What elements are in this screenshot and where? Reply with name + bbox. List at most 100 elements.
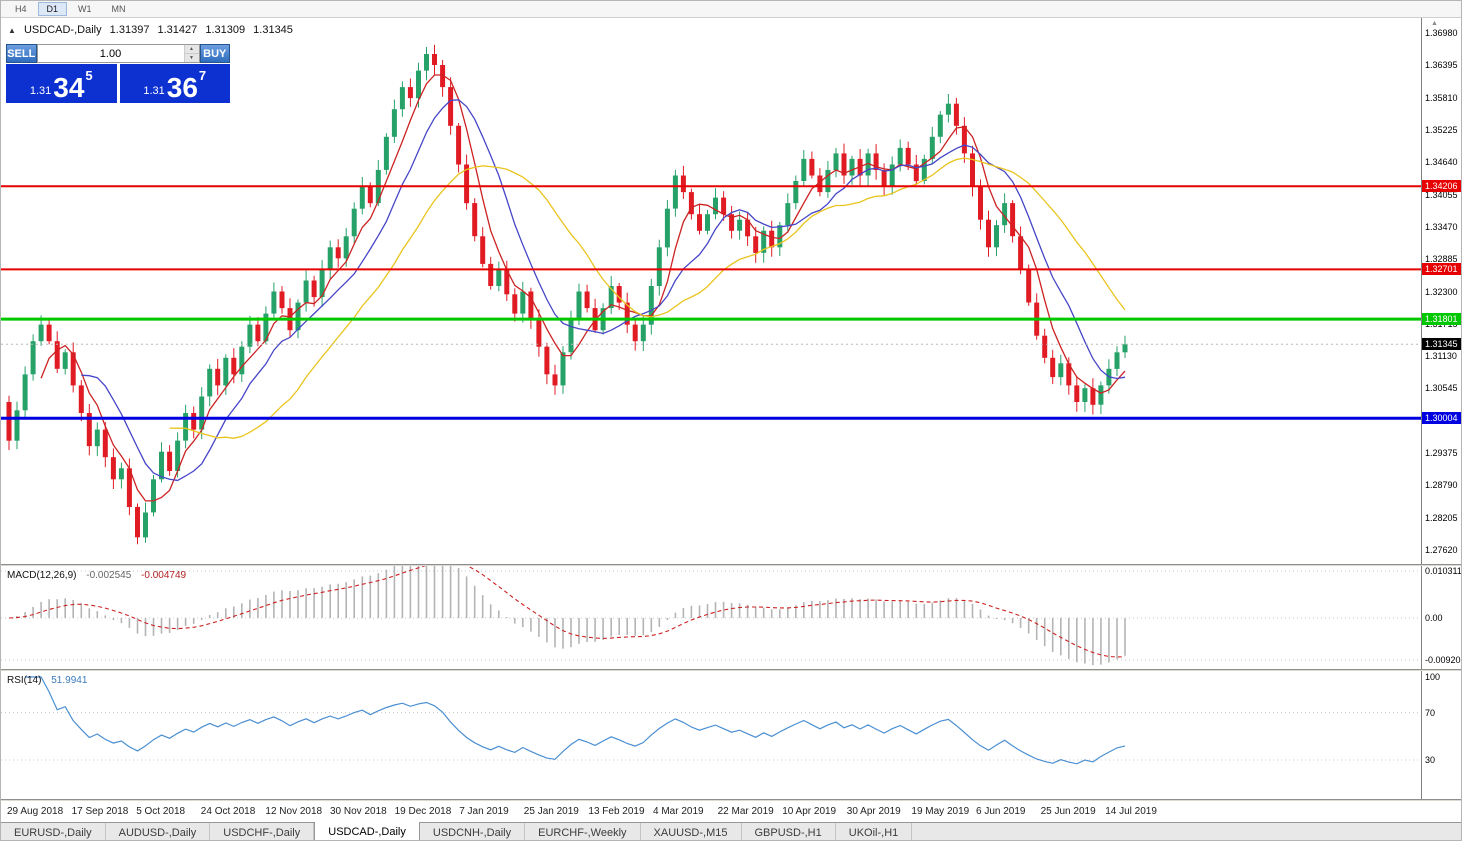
price-scale-tick: 1.31130 (1425, 351, 1457, 362)
price-scale-tick: 1.33470 (1425, 221, 1458, 232)
price-scale-tick: 1.35225 (1425, 124, 1458, 135)
price-scale-tick: 1.34055 (1425, 189, 1458, 200)
date-axis-label: 14 Jul 2019 (1105, 806, 1157, 817)
timeframe-button-mn[interactable]: MN (111, 4, 126, 14)
price-scale-tick: 1.34640 (1425, 157, 1458, 168)
buy-price-display[interactable]: 1.31 36 7 (119, 64, 230, 103)
chart-tab-eurusd-daily[interactable]: EURUSD-,Daily (1, 823, 106, 840)
buy-point: 7 (198, 68, 207, 83)
price-chart-pane: ▲ USDCAD-,Daily 1.31397 1.31427 1.31309 … (1, 18, 1461, 564)
macd-signal-value: -0.004749 (141, 570, 187, 581)
macd-canvas-svg[interactable] (1, 566, 1422, 669)
quote-low: 1.31309 (205, 24, 246, 36)
chart-tab-gbpusd-h1[interactable]: GBPUSD-,H1 (741, 823, 836, 840)
macd-title: MACD(12,26,9) (7, 570, 77, 581)
bid-price-label: 1.31345 (1422, 338, 1461, 351)
timeframe-toolbar: H4 D1 W1 MN (1, 1, 1461, 18)
timeframe-button-h4[interactable]: H4 (15, 4, 27, 14)
pane-separator[interactable] (1, 564, 1461, 566)
main-chart-canvas[interactable] (1, 18, 1422, 564)
date-axis-label: 12 Nov 2018 (265, 806, 323, 817)
rsi-scale[interactable]: 100 70 30 (1421, 671, 1461, 799)
rsi-scale-label: 100 (1425, 672, 1441, 683)
timeframe-button-w1[interactable]: W1 (78, 4, 92, 14)
chart-tab-audusd-daily[interactable]: AUDUSD-,Daily (105, 823, 211, 840)
price-scale-tick: 1.27620 (1425, 545, 1458, 555)
chart-symbol-icon: ▲ (8, 26, 16, 35)
date-axis-label: 19 May 2019 (911, 806, 970, 817)
hline-price-label: 1.32701 (1422, 263, 1461, 276)
rsi-value: 51.9941 (51, 675, 88, 686)
date-axis-label: 13 Feb 2019 (588, 806, 645, 817)
price-scale-tick: 1.32885 (1425, 254, 1458, 265)
price-scale-tick: 1.36980 (1425, 28, 1458, 38)
macd-pane: MACD(12,26,9) -0.002545 -0.004749 0.0103… (1, 566, 1462, 669)
volume-input[interactable] (37, 45, 184, 62)
volume-control: ▲ ▼ (36, 44, 200, 63)
price-scale[interactable]: ▲ 1.36980 1.36395 1.35810 1.35225 1.34640 1.3… (1421, 18, 1461, 564)
rsi-scale-label: 70 (1425, 707, 1436, 718)
buy-button[interactable]: BUY (199, 44, 230, 63)
chart-title: ▲ USDCAD-,Daily 1.31397 1.31427 1.31309 … (8, 24, 298, 36)
rsi-title: RSI(14) (7, 675, 42, 686)
macd-scale-label: 0.00 (1425, 613, 1443, 623)
chart-tab-eurchf-weekly[interactable]: EURCHF-,Weekly (525, 823, 641, 840)
hline-price-label: 1.30004 (1422, 412, 1461, 425)
date-axis-label: 25 Jun 2019 (1040, 806, 1096, 817)
buy-big-figure: 1.31 (143, 85, 165, 97)
rsi-line (25, 676, 1126, 765)
time-axis[interactable]: 29 Aug 2018 17 Sep 2018 5 Oct 2018 24 Oct 2… (1, 801, 1461, 822)
macd-chart-area[interactable] (1, 566, 1422, 669)
volume-up-button[interactable]: ▲ (184, 45, 199, 54)
sell-pips: 34 (53, 71, 85, 103)
chart-tab-usdcad-daily[interactable]: USDCAD-,Daily (314, 822, 420, 840)
chart-shift-marker-icon[interactable]: ▲ (1431, 20, 1438, 27)
price-scale-tick: 1.28790 (1425, 480, 1458, 491)
rsi-chart-area[interactable] (1, 671, 1422, 799)
date-axis-label: 7 Jan 2019 (459, 806, 509, 817)
macd-scale[interactable]: 0.010311 0.00 -0.009203 (1421, 566, 1462, 669)
quote-open: 1.31397 (109, 24, 150, 36)
date-axis-label: 6 Jun 2019 (976, 806, 1026, 817)
price-scale-tick: 1.32300 (1425, 286, 1458, 297)
rsi-pane: RSI(14) 51.9941 100 70 30 (1, 671, 1461, 799)
macd-signal-line (8, 566, 1126, 658)
rsi-label: RSI(14) 51.9941 (7, 675, 87, 686)
hline-price-label: 1.31801 (1422, 313, 1461, 326)
date-axis-label: 17 Sep 2018 (71, 806, 129, 817)
moving-average-line (81, 99, 1126, 482)
moving-average-line (40, 74, 1126, 502)
price-scale-tick: 1.30545 (1425, 383, 1458, 394)
hline-price-label: 1.34206 (1422, 180, 1461, 193)
chart-tab-ukoil-h1[interactable]: UKOil-,H1 (835, 823, 913, 840)
quote-high: 1.31427 (157, 24, 198, 36)
chart-tab-usdcnh-daily[interactable]: USDCNH-,Daily (419, 823, 526, 840)
date-axis-label: 10 Apr 2019 (782, 806, 837, 817)
buy-pips: 36 (166, 71, 198, 103)
chart-tab-xauusd-m15[interactable]: XAUUSD-,M15 (640, 823, 742, 840)
sell-price-display[interactable]: 1.31 34 5 (6, 64, 117, 103)
volume-spinner: ▲ ▼ (183, 45, 199, 62)
macd-scale-label: -0.009203 (1425, 654, 1462, 665)
pane-separator[interactable] (1, 669, 1461, 671)
one-click-trading-panel: SELL ▲ ▼ BUY 1.31 34 5 1.31 (6, 44, 230, 103)
date-axis-label: 22 Mar 2019 (717, 806, 774, 817)
sell-big-figure: 1.31 (29, 85, 52, 97)
chart-tab-usdchf-daily[interactable]: USDCHF-,Daily (210, 823, 315, 840)
chart-tabs-bar: EURUSD-,Daily AUDUSD-,Daily USDCHF-,Daily U… (1, 822, 1461, 840)
volume-down-button[interactable]: ▼ (184, 54, 199, 62)
moving-average-line (169, 157, 1126, 439)
date-axis-label: 5 Oct 2018 (136, 806, 186, 817)
date-axis-label: 30 Apr 2019 (846, 806, 901, 817)
pane-separator[interactable] (1, 799, 1461, 801)
sell-button[interactable]: SELL (6, 44, 37, 63)
price-scale-tick: 1.36395 (1425, 60, 1458, 71)
date-axis-label: 30 Nov 2018 (330, 806, 387, 817)
price-chart-area[interactable] (1, 18, 1422, 564)
date-axis-label: 19 Dec 2018 (394, 806, 452, 817)
macd-label: MACD(12,26,9) -0.002545 -0.004749 (7, 570, 186, 581)
rsi-canvas-svg[interactable] (1, 671, 1422, 799)
chart-symbol-name: USDCAD-,Daily (23, 24, 102, 36)
timeframe-button-d1[interactable]: D1 (37, 2, 68, 16)
